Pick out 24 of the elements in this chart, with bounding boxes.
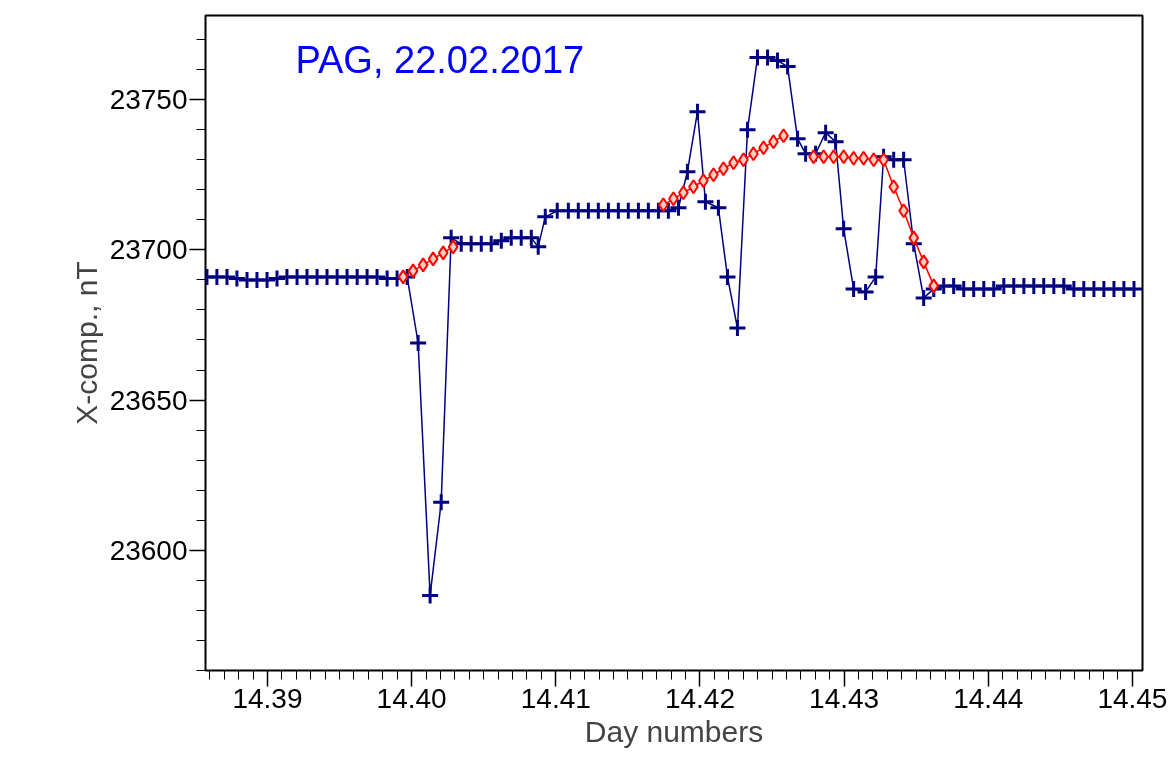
annotation: PAG, 22.02.2017 [295,38,585,81]
point [447,239,459,255]
x-axis-title: Day numbers [584,714,764,748]
x-tick-label: 14.41 [520,682,591,714]
point [427,251,439,267]
y-tick-label: 23600 [109,534,188,566]
point [928,278,940,294]
y-tick-label: 23700 [109,234,188,266]
point [397,269,409,285]
x-tick-label: 14.40 [376,682,447,714]
point [407,263,419,279]
x-tick-label: 14.39 [232,682,303,714]
x-tick-label: 14.42 [664,682,735,714]
point [417,257,429,273]
y-tick-label: 23650 [109,384,188,416]
point [888,179,900,195]
y-tick-label: 23750 [109,84,188,116]
point [918,254,930,270]
y-axis-title: X-comp., nT [69,261,103,425]
point [908,230,920,246]
x-tick-label: 14.44 [953,682,1024,714]
point [437,245,449,261]
x-tick-label: 14.43 [809,682,880,714]
x-tick-label: 14.45 [1097,682,1168,714]
